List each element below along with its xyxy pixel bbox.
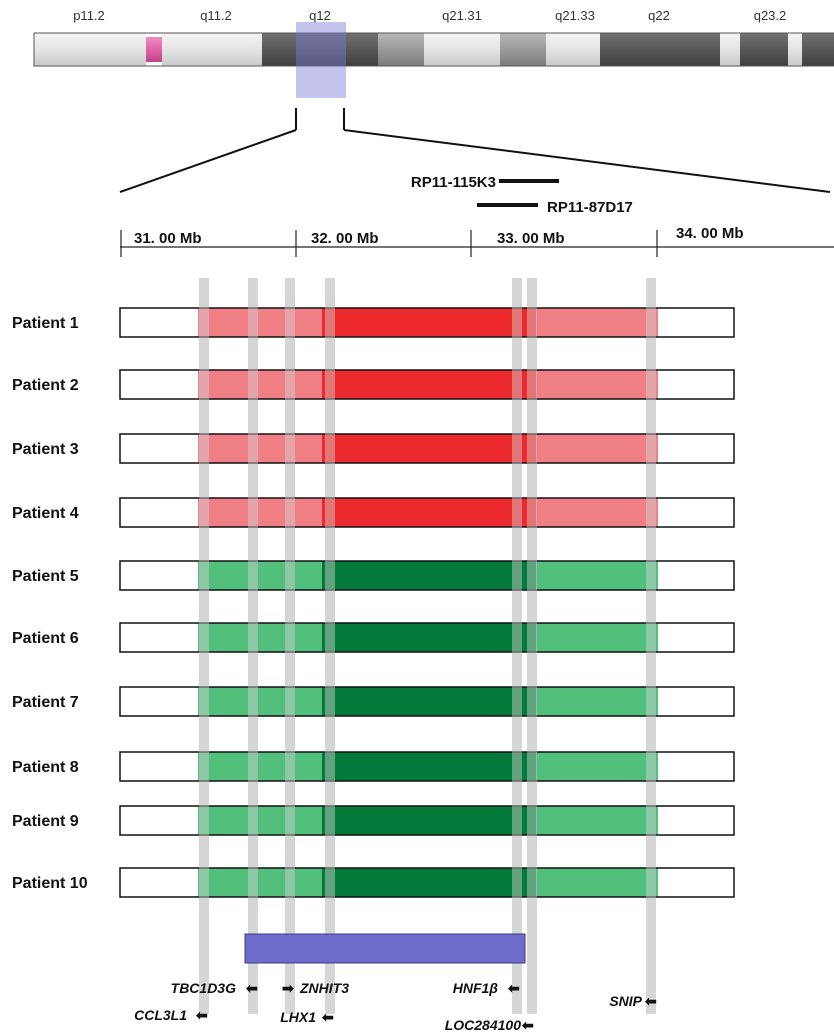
- gene-label-loc284100: LOC284100: [445, 1017, 521, 1033]
- q12-highlight: [296, 22, 346, 98]
- band-q22: [600, 33, 720, 66]
- gene-arrow-loc284100: ⬅: [521, 1017, 534, 1033]
- band-label-p11-2: p11.2: [73, 8, 105, 23]
- band-centromere: [146, 37, 162, 62]
- patient-label: Patient 5: [12, 568, 79, 585]
- band-q12-b: [342, 33, 378, 66]
- band-label-q21-31: q21.31: [442, 8, 482, 23]
- patient-row: Patient 5: [12, 560, 735, 591]
- gene-label-hnf1b: HNF1β: [453, 980, 499, 996]
- patient-bar-outline: [119, 751, 735, 782]
- deletion-core-segment: [322, 868, 536, 897]
- patient-bar-outline: [119, 497, 735, 528]
- gene-labels: TBC1D3G ⬅ ➡ ZNHIT3 HNF1β ⬅ SNIP ⬅ CCL3L1…: [134, 980, 657, 1033]
- gene-arrow-lhx1: ⬅: [321, 1009, 334, 1025]
- patient-bar-outline: [119, 433, 735, 464]
- gene-label-snip: SNIP: [609, 993, 642, 1009]
- patient-label: Patient 9: [12, 813, 79, 830]
- band-q23-1: [720, 33, 740, 66]
- patient-label: Patient 6: [12, 630, 79, 647]
- band-label-q21-33: q21.33: [555, 8, 595, 23]
- patient-row: Patient 10: [12, 867, 735, 898]
- patient-bar-outline: [119, 369, 735, 400]
- patient-label: Patient 2: [12, 377, 79, 394]
- gene-marker-overlay: [199, 300, 656, 900]
- genomic-scale: 31. 00 Mb 32. 00 Mb 33. 00 Mb 34. 00 Mb: [120, 225, 834, 257]
- patient-bar-outline: [119, 867, 735, 898]
- scale-label-34mb: 34. 00 Mb: [676, 225, 744, 242]
- gene-label-lhx1: LHX1: [280, 1009, 316, 1025]
- deletion-core-segment: [322, 806, 536, 835]
- gene-label-ccl3l1: CCL3L1: [134, 1007, 187, 1023]
- patient-rows: Patient 1 Patient 2 Patient 3 Patient 4 Pati…: [12, 307, 735, 898]
- gene-arrow-snip: ⬅: [644, 993, 657, 1009]
- clone-label-rp11-115k3: RP11-115K3: [411, 174, 496, 191]
- deletion-core-segment: [322, 752, 536, 781]
- patient-row: Patient 7: [12, 686, 735, 717]
- patient-label: Patient 1: [12, 315, 79, 332]
- band-q12-a: [262, 33, 342, 66]
- scale-label-31mb: 31. 00 Mb: [134, 230, 202, 247]
- patient-bar-outline: [119, 805, 735, 836]
- zoom-connector: [119, 108, 831, 193]
- gene-arrow-hnf1b: ⬅: [507, 980, 520, 996]
- deletion-core-segment: [322, 434, 536, 463]
- patient-bar-outline: [119, 686, 735, 717]
- band-p11-2: [34, 33, 146, 66]
- band-label-q23-2: q23.2: [754, 8, 787, 23]
- patient-label: Patient 7: [12, 694, 79, 711]
- patient-bar-outline: [119, 560, 735, 591]
- band-q23-3: [788, 33, 802, 66]
- patient-row: Patient 2: [12, 369, 735, 400]
- deletion-core-segment: [322, 687, 536, 716]
- scale-label-32mb: 32. 00 Mb: [311, 230, 379, 247]
- deletion-core-segment: [322, 561, 536, 590]
- gene-arrow-ccl3l1: ⬅: [195, 1007, 208, 1023]
- patient-row: Patient 3: [12, 433, 735, 464]
- deletion-core-segment: [322, 308, 536, 337]
- patient-bar-outline: [119, 622, 735, 653]
- patient-row: Patient 6: [12, 622, 735, 653]
- chromosome-ideogram: p11.2 q11.2 q12 q21.31 q21.33 q22 q23.2: [33, 8, 834, 98]
- bac-clones: RP11-115K3 RP11-87D17: [411, 174, 633, 216]
- deletion-core-segment: [322, 498, 536, 527]
- patient-label: Patient 3: [12, 441, 79, 458]
- band-q21-33: [546, 33, 600, 66]
- patient-row: Patient 8: [12, 751, 735, 782]
- patient-label: Patient 8: [12, 759, 79, 776]
- band-q21-31: [424, 33, 500, 66]
- band-q21-32: [500, 33, 546, 66]
- gene-label-znhit3: ZNHIT3: [299, 980, 349, 996]
- band-q24: [802, 33, 834, 66]
- patient-row: Patient 1: [12, 307, 735, 338]
- band-q11-2: [162, 33, 262, 66]
- gene-arrow-tbc1d3g: ⬅: [245, 980, 258, 996]
- deletion-core-segment: [322, 623, 536, 652]
- band-label-q11-2: q11.2: [200, 8, 232, 23]
- band-label-q12: q12: [309, 8, 331, 23]
- ideogram-outline: [33, 32, 834, 67]
- patient-row: Patient 9: [12, 805, 735, 836]
- patient-bar-outline: [119, 307, 735, 338]
- critical-region-bar: [244, 933, 526, 964]
- band-label-q22: q22: [648, 8, 670, 23]
- scale-label-33mb: 33. 00 Mb: [497, 230, 565, 247]
- band-q21-1: [378, 33, 424, 66]
- gene-label-tbc1d3g: TBC1D3G: [171, 980, 236, 996]
- deletion-core-segment: [322, 370, 536, 399]
- band-q23-2: [740, 33, 788, 66]
- patient-row: Patient 4: [12, 497, 735, 528]
- patient-label: Patient 10: [12, 875, 88, 892]
- gene-arrow-znhit3: ➡: [282, 980, 294, 996]
- patient-label: Patient 4: [12, 505, 79, 522]
- clone-label-rp11-87d17: RP11-87D17: [547, 199, 633, 216]
